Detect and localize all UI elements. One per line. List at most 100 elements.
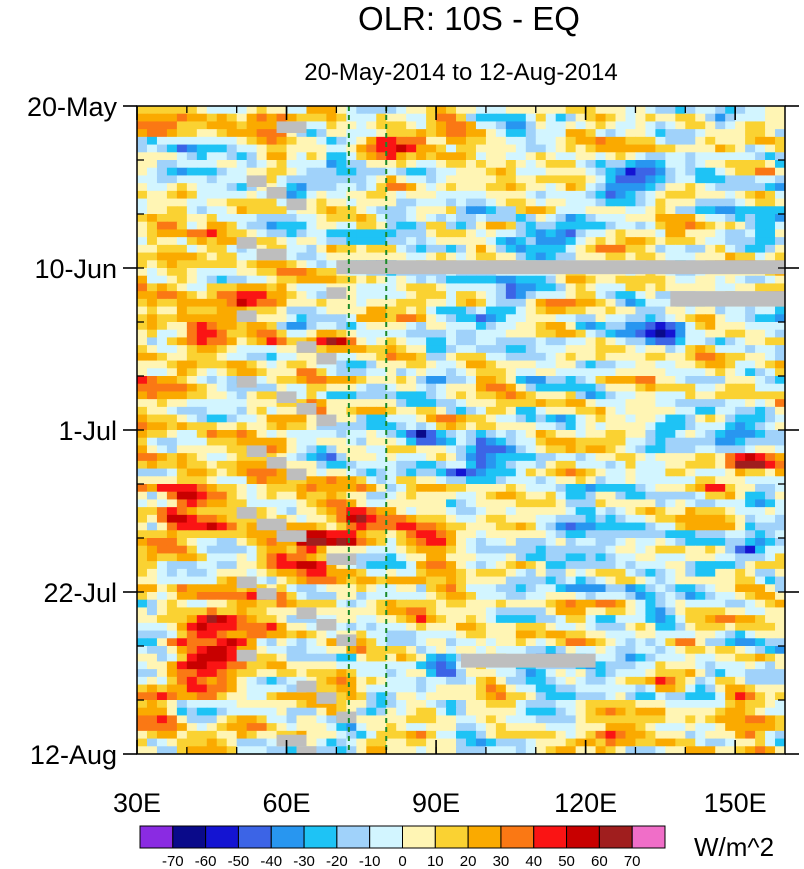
heatmap-cell bbox=[715, 545, 726, 555]
heatmap-cell bbox=[485, 414, 497, 423]
heatmap-cell bbox=[446, 553, 457, 562]
heatmap-cell bbox=[156, 568, 168, 578]
heatmap-cell bbox=[246, 684, 258, 693]
heatmap-cell bbox=[705, 283, 716, 292]
heatmap-cell bbox=[366, 237, 377, 246]
heatmap-cell bbox=[705, 484, 716, 493]
heatmap-cell bbox=[226, 291, 238, 300]
heatmap-cell bbox=[356, 337, 367, 346]
heatmap-cell bbox=[525, 252, 537, 261]
heatmap-cell bbox=[336, 183, 347, 192]
heatmap-cell bbox=[166, 514, 178, 524]
heatmap-cell bbox=[346, 615, 357, 624]
heatmap-cell bbox=[256, 183, 268, 192]
heatmap-cell bbox=[575, 144, 587, 153]
heatmap-cell bbox=[485, 607, 497, 616]
heatmap-cell bbox=[705, 522, 716, 531]
heatmap-cell bbox=[595, 414, 607, 423]
heatmap-cell bbox=[675, 568, 686, 578]
heatmap-cell bbox=[765, 175, 776, 184]
heatmap-cell bbox=[296, 622, 308, 632]
heatmap-cell bbox=[645, 530, 656, 539]
heatmap-cell bbox=[336, 530, 347, 539]
heatmap-cell bbox=[675, 175, 686, 184]
heatmap-cell bbox=[186, 337, 198, 346]
heatmap-cell bbox=[386, 676, 397, 686]
heatmap-cell bbox=[137, 514, 148, 524]
heatmap-cell bbox=[356, 599, 367, 609]
heatmap-cell bbox=[156, 183, 168, 192]
heatmap-cell bbox=[665, 430, 676, 439]
heatmap-cell bbox=[446, 669, 457, 678]
heatmap-cell bbox=[755, 630, 766, 639]
heatmap-cell bbox=[446, 646, 457, 655]
heatmap-cell bbox=[176, 445, 188, 454]
heatmap-cell bbox=[416, 376, 427, 385]
heatmap-cell bbox=[595, 476, 607, 485]
heatmap-cell bbox=[266, 538, 278, 547]
heatmap-cell bbox=[226, 592, 238, 601]
heatmap-cell bbox=[326, 190, 337, 200]
heatmap-cell bbox=[475, 237, 487, 246]
heatmap-cell bbox=[166, 244, 178, 254]
heatmap-cell bbox=[176, 206, 188, 215]
heatmap-cell bbox=[465, 522, 477, 531]
heatmap-cell bbox=[655, 607, 666, 616]
heatmap-cell bbox=[386, 406, 397, 416]
heatmap-cell bbox=[665, 422, 676, 431]
heatmap-cell bbox=[685, 314, 696, 323]
heatmap-cell bbox=[675, 352, 686, 362]
heatmap-cell bbox=[216, 484, 228, 493]
heatmap-cell bbox=[266, 383, 278, 393]
heatmap-cell bbox=[146, 484, 158, 493]
heatmap-cell bbox=[196, 568, 208, 578]
heatmap-cell bbox=[456, 314, 467, 323]
heatmap-cell bbox=[137, 615, 148, 624]
heatmap-cell bbox=[695, 376, 706, 385]
heatmap-cell bbox=[406, 607, 417, 616]
heatmap-cell bbox=[356, 152, 367, 161]
heatmap-cell bbox=[356, 437, 367, 447]
heatmap-cell bbox=[326, 314, 337, 323]
heatmap-cell bbox=[236, 260, 248, 269]
heatmap-cell bbox=[156, 275, 168, 285]
heatmap-cell bbox=[775, 237, 785, 246]
heatmap-cell bbox=[176, 530, 188, 539]
heatmap-cell bbox=[226, 638, 238, 647]
heatmap-cell bbox=[356, 499, 367, 508]
heatmap-cell bbox=[216, 530, 228, 539]
heatmap-cell bbox=[376, 352, 387, 362]
heatmap-cell bbox=[326, 522, 337, 531]
heatmap-cell bbox=[416, 499, 427, 508]
heatmap-cell bbox=[675, 684, 686, 693]
heatmap-cell bbox=[426, 206, 437, 215]
heatmap-cell bbox=[715, 422, 726, 431]
heatmap-cell bbox=[296, 383, 308, 393]
heatmap-cell bbox=[316, 283, 328, 292]
heatmap-cell bbox=[356, 422, 367, 431]
heatmap-cell bbox=[176, 661, 188, 670]
heatmap-cell bbox=[655, 568, 666, 578]
heatmap-cell bbox=[575, 646, 587, 655]
heatmap-cell bbox=[605, 414, 617, 423]
heatmap-cell bbox=[176, 592, 188, 601]
heatmap-cell bbox=[765, 561, 776, 570]
heatmap-cell bbox=[525, 399, 537, 408]
heatmap-cell bbox=[456, 183, 467, 192]
heatmap-cell bbox=[396, 453, 407, 462]
heatmap-cell bbox=[416, 152, 427, 161]
heatmap-cell bbox=[605, 507, 617, 516]
heatmap-cell bbox=[495, 391, 507, 400]
heatmap-cell bbox=[236, 453, 248, 462]
heatmap-cell bbox=[256, 237, 268, 246]
heatmap-cell bbox=[595, 576, 607, 585]
heatmap-cell bbox=[366, 545, 377, 555]
heatmap-cell bbox=[306, 491, 318, 501]
heatmap-cell bbox=[276, 484, 288, 493]
heatmap-cell bbox=[146, 383, 158, 393]
heatmap-cell bbox=[176, 615, 188, 624]
heatmap-cell bbox=[585, 638, 597, 647]
heatmap-cell bbox=[456, 144, 467, 153]
heatmap-cell bbox=[356, 692, 367, 701]
heatmap-cell bbox=[396, 622, 407, 632]
